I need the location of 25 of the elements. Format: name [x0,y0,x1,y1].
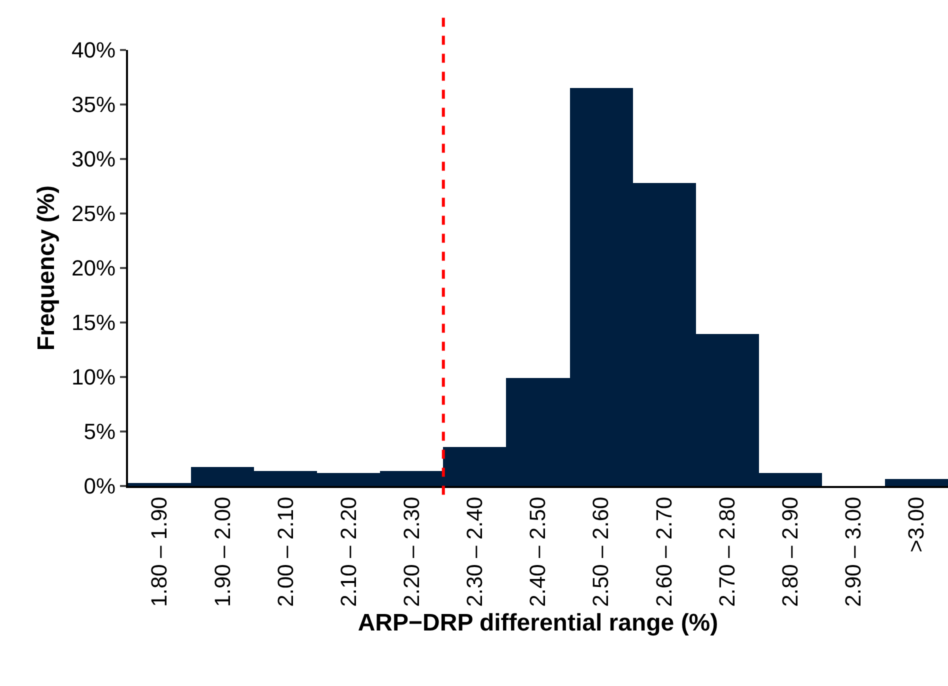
x-tick-label: 2.30 – 2.40 [462,496,488,607]
y-tick-label: 15% [72,310,116,336]
x-tick-label: 2.00 – 2.10 [272,496,298,607]
x-tick-label: 1.90 – 2.00 [210,496,235,607]
x-tick-label: 2.90 – 3.00 [840,496,866,607]
y-tick-label: 30% [72,146,116,172]
x-axis-title: ARP−DRP differential range (%) [358,610,718,637]
x-tick-label: 2.10 – 2.20 [336,496,361,607]
y-tick-label: 0% [84,474,116,499]
y-axis-title: Frequency (%) [33,185,60,351]
x-tick-label: 2.40 – 2.50 [525,496,550,607]
y-tick-label: 20% [72,256,116,281]
y-tick-label: 40% [72,38,116,63]
x-tick-label: 2.50 – 2.60 [588,496,614,607]
bar [885,479,948,486]
x-tick-label: 2.20 – 2.30 [399,496,424,607]
y-tick-label: 10% [72,364,116,390]
x-tick-label: 2.80 – 2.90 [777,496,802,607]
x-tick-label: >3.00 [904,496,929,552]
x-tick-label: 1.80 – 1.90 [146,496,172,607]
y-tick-label: 25% [72,201,116,226]
x-tick-label: 2.60 – 2.70 [651,496,676,607]
x-tick-label: 2.70 – 2.80 [714,496,740,607]
y-tick-label: 35% [72,92,116,118]
y-tick-label: 5% [84,419,116,444]
